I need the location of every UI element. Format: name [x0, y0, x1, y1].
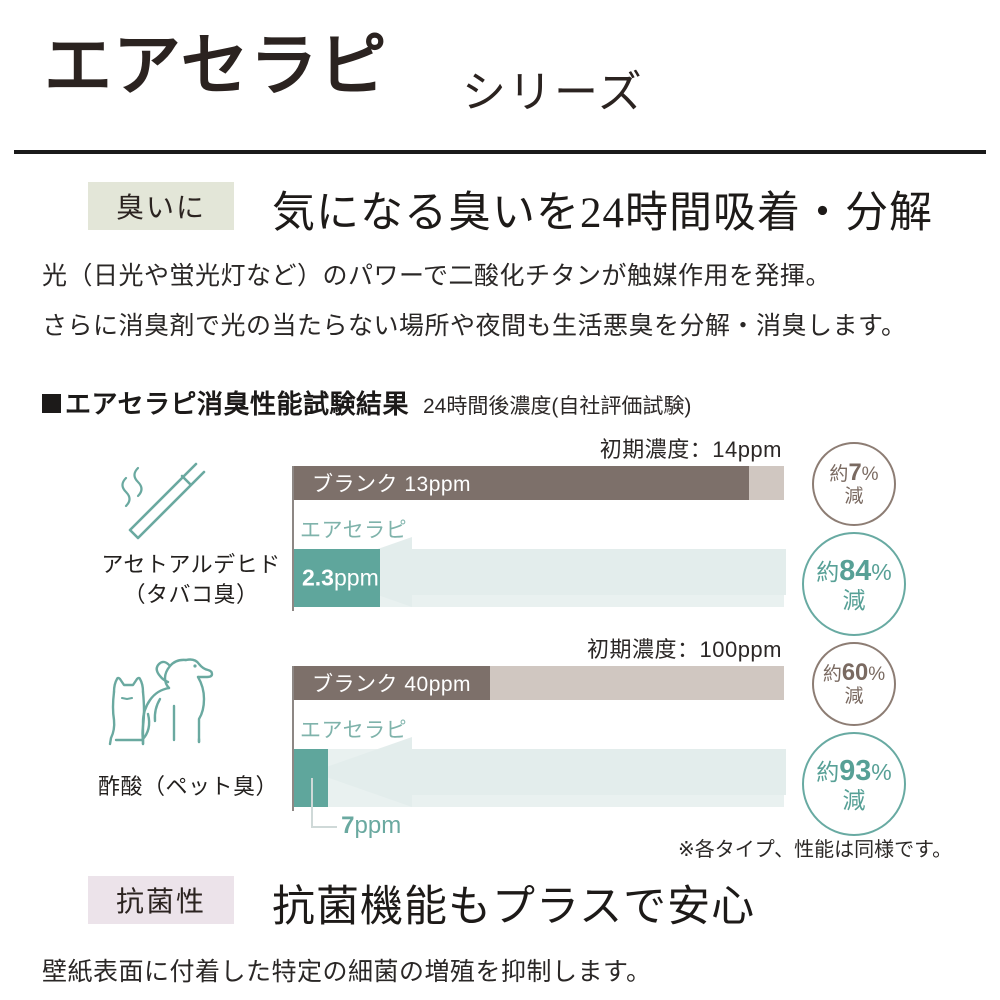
dog-cat-icon: [100, 644, 220, 769]
cigarette-icon: [116, 460, 212, 551]
section-tag-antibacterial: 抗菌性: [88, 876, 234, 924]
test-heading-sub: 24時間後濃度(自社評価試験): [422, 395, 692, 418]
reduction-badge-airtherapy-2-pct: 約93%: [816, 755, 892, 788]
callout-line-vertical-2: [311, 778, 314, 828]
reduction-badge-blank-2: 約60% 減: [812, 642, 896, 726]
reduction-badge-airtherapy-1-pct: 約84%: [816, 555, 892, 588]
chart-acetic-acid: 初期濃度：100ppm ブランク 40ppm エアセラピ 7ppm 約60% 減…: [0, 632, 1000, 842]
odor-body-line-2: さらに消臭剤で光の当たらない場所や夜間も生活悪臭を分解・消臭します。: [42, 313, 907, 340]
category-label-1: アセトアルデヒド （タバコ臭）: [96, 550, 286, 609]
reduction-badge-blank-2-gen: 減: [844, 686, 864, 707]
airtherapy-label-1: エアセラピ: [300, 519, 408, 542]
blank-bar-label-1: ブランク 13ppm: [312, 473, 472, 496]
odor-body-line-1: 光（日光や蛍光灯など）のパワーで二酸化チタンが触媒作用を発揮。: [42, 263, 832, 290]
airtherapy-bar-1: 2.3ppm: [294, 549, 380, 607]
initial-concentration-label-1: 初期濃度：14ppm: [599, 437, 782, 462]
reduction-badge-airtherapy-1: 約84% 減: [802, 532, 906, 636]
category-label-1-line1: アセトアルデヒド: [101, 552, 281, 577]
chart-axis-2: [292, 666, 294, 811]
airtherapy-label-2: エアセラピ: [300, 719, 408, 742]
page-subtitle: シリーズ: [462, 68, 644, 117]
initial-concentration-label-2: 初期濃度：100ppm: [586, 637, 782, 662]
reduction-arrow-2: [312, 737, 786, 807]
header-divider: [14, 150, 986, 154]
section-tag-odor: 臭いに: [88, 182, 234, 230]
reduction-badge-airtherapy-2: 約93% 減: [802, 732, 906, 836]
category-label-1-line2: （タバコ臭）: [123, 581, 259, 607]
chart-footnote: ※各タイプ、性能は同様です。: [678, 839, 953, 861]
blank-bar-track-2: ブランク 40ppm: [294, 666, 784, 700]
test-heading-main: エアセラピ消臭性能試験結果: [65, 389, 409, 419]
antibacterial-body-line-1: 壁紙表面に付着した特定の細菌の増殖を抑制します。: [42, 959, 652, 986]
blank-bar-track-1: ブランク 13ppm: [294, 466, 784, 500]
blank-bar-fill-1: [294, 466, 749, 500]
category-label-2: 酢酸（ペット臭）: [88, 772, 288, 802]
reduction-badge-blank-1-pct: 約7%: [829, 459, 879, 487]
reduction-badge-blank-1: 約7% 減: [812, 442, 896, 526]
blank-bar-fill-2: [294, 666, 490, 700]
airtherapy-value-1: 2.3ppm: [302, 564, 379, 591]
bullet-square-icon: [42, 394, 61, 413]
section-headline-antibacterial: 抗菌機能もプラスで安心: [272, 884, 756, 931]
reduction-badge-blank-2-pct: 約60%: [822, 659, 886, 687]
blank-bar-label-2: ブランク 40ppm: [312, 673, 472, 696]
page-title: エアセラピ: [44, 28, 388, 104]
category-label-2-line1: 酢酸（ペット臭）: [97, 774, 278, 799]
test-results-heading: エアセラピ消臭性能試験結果 24時間後濃度(自社評価試験): [42, 384, 691, 421]
reduction-badge-airtherapy-2-gen: 減: [842, 786, 866, 813]
callout-line-horizontal-2: [311, 826, 338, 828]
reduction-arrow-1: [312, 537, 786, 607]
chart-axis-1: [292, 466, 294, 611]
reduction-badge-airtherapy-1-gen: 減: [842, 586, 866, 613]
chart-acetaldehyde: 初期濃度：14ppm ブランク 13ppm エアセラピ 2.3ppm 約7% 減: [0, 432, 1000, 636]
reduction-badge-blank-1-gen: 減: [844, 486, 864, 507]
section-headline-odor: 気になる臭いを24時間吸着・分解: [272, 190, 933, 237]
airtherapy-value-2: 7ppm: [341, 812, 402, 839]
